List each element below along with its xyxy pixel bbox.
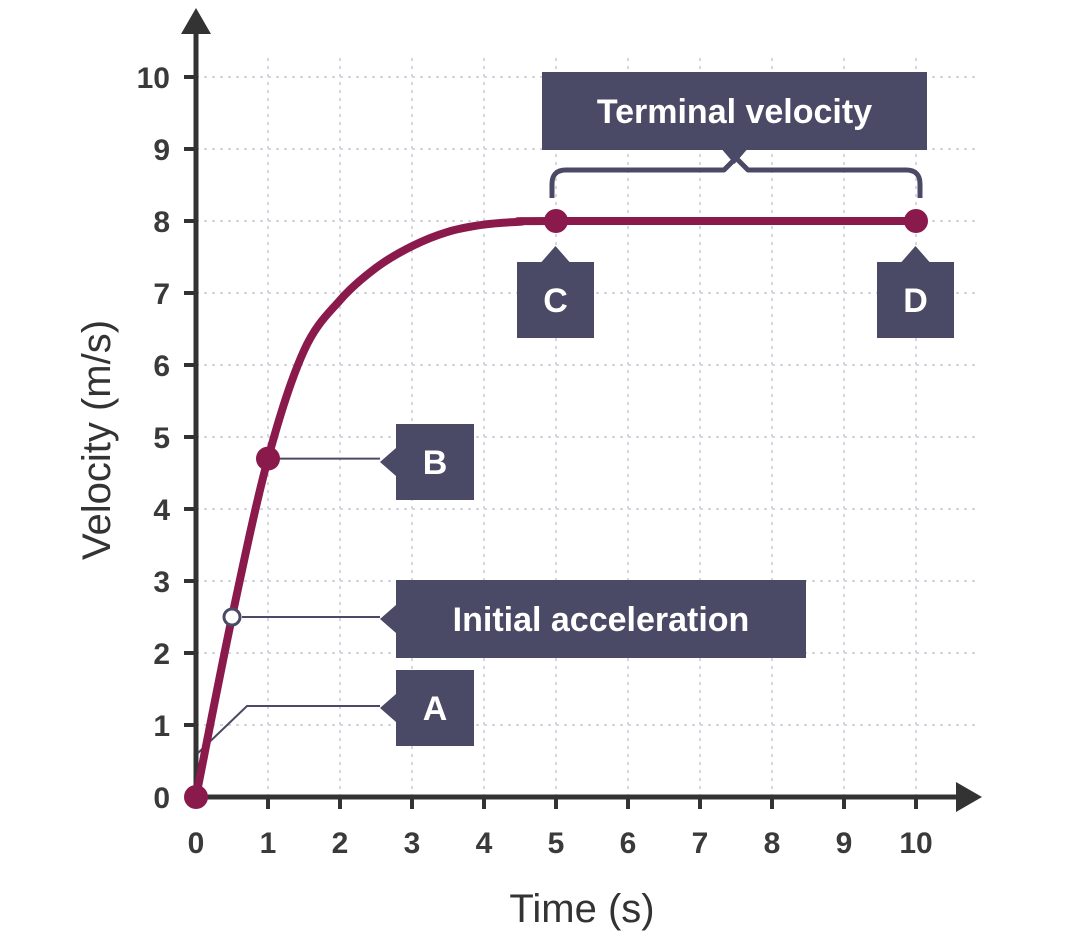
y-tick-label: 7: [153, 278, 170, 311]
callout-terminal-velocity-box: [542, 72, 927, 150]
callout-initial-acceleration: Initial acceleration: [380, 580, 806, 658]
y-tick-label: 2: [153, 638, 170, 671]
callout-d-box: [877, 262, 954, 338]
x-tick-label: 7: [692, 827, 709, 860]
callout-a: A: [380, 670, 474, 746]
point-marker: [544, 209, 568, 233]
y-tick-label: 3: [153, 566, 170, 599]
callout-b-label: B: [423, 444, 448, 482]
x-tick-label: 3: [404, 827, 421, 860]
y-tick-label: 6: [153, 350, 170, 383]
y-tick-label: 9: [153, 134, 170, 167]
x-tick-label: 9: [836, 827, 853, 860]
callout-initial-acceleration-pointer: [380, 605, 396, 633]
y-tick-label: 5: [153, 422, 170, 455]
callout-a-label: A: [423, 690, 448, 728]
callout-d-label: D: [903, 282, 928, 320]
x-tick-label: 10: [899, 827, 932, 860]
y-tick-label: 1: [153, 710, 170, 743]
x-tick-label: 0: [188, 827, 205, 860]
point-marker: [222, 607, 242, 627]
x-tick-label: 2: [332, 827, 349, 860]
callout-c: C: [517, 246, 594, 338]
callout-terminal-velocity-pointer: [722, 150, 747, 164]
axes: [181, 8, 982, 812]
callout-c-pointer: [541, 246, 570, 262]
x-axis-arrow-icon: [956, 782, 982, 812]
callout-leader-a: [197, 705, 380, 754]
markers: [184, 209, 928, 809]
callout-a-pointer: [380, 694, 396, 722]
callout-d: D: [877, 246, 954, 338]
tick-labels: 0 1 2 3 4 5 6 7 8 9 10 0 1 2 3 4 5 6 7 8 9 10: [137, 62, 933, 860]
callout-c-box: [517, 262, 594, 338]
x-tick-label: 6: [620, 827, 637, 860]
ticks: [184, 75, 918, 809]
callout-terminal-velocity: Terminal velocity: [542, 72, 927, 164]
callout-initial-acceleration-box: [396, 580, 806, 658]
point-marker: [184, 785, 208, 809]
point-marker: [904, 209, 928, 233]
callouts: A Initial acceleration B C D Terminal velocit…: [380, 72, 954, 746]
callout-initial-acceleration-label: Initial acceleration: [453, 601, 750, 639]
callout-c-label: C: [543, 282, 568, 320]
y-tick-label: 8: [153, 206, 170, 239]
y-tick-label: 10: [137, 62, 170, 95]
grid: [195, 57, 976, 798]
callout-b-pointer: [380, 448, 396, 476]
x-tick-label: 8: [764, 827, 781, 860]
terminal-velocity-bracket: [549, 155, 923, 198]
x-axis-title: Time (s): [509, 887, 654, 931]
y-tick-label: 4: [153, 494, 170, 527]
callout-b-box: [396, 424, 474, 500]
y-tick-label: 0: [153, 782, 170, 815]
y-axis-arrow-icon: [181, 8, 211, 34]
x-tick-label: 1: [260, 827, 277, 860]
callout-b: B: [380, 424, 474, 500]
x-tick-label: 5: [548, 827, 565, 860]
callout-d-pointer: [901, 246, 930, 262]
velocity-curve: [192, 216, 920, 801]
x-tick-label: 4: [476, 827, 493, 860]
callout-terminal-velocity-label: Terminal velocity: [597, 93, 872, 131]
y-axis-title: Velocity (m/s): [75, 320, 119, 560]
point-marker: [256, 446, 280, 471]
callout-a-box: [396, 670, 474, 746]
callout-lines: [197, 457, 380, 754]
